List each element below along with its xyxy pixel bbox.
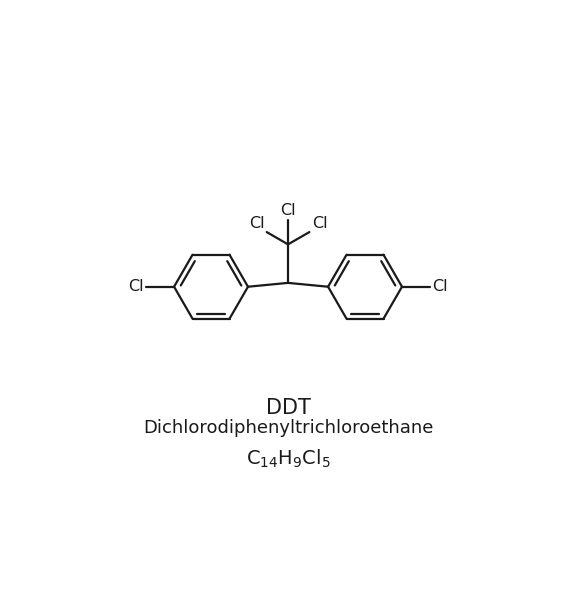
Text: Cl: Cl [249, 216, 264, 231]
Text: Cl: Cl [432, 279, 448, 294]
Text: Cl: Cl [280, 203, 296, 218]
Text: C$_{14}$H$_{9}$Cl$_{5}$: C$_{14}$H$_{9}$Cl$_{5}$ [246, 447, 330, 469]
Text: Cl: Cl [128, 279, 144, 294]
Text: DDT: DDT [266, 398, 310, 417]
Text: Cl: Cl [312, 216, 327, 231]
Text: Dichlorodiphenyltrichloroethane: Dichlorodiphenyltrichloroethane [143, 419, 433, 436]
